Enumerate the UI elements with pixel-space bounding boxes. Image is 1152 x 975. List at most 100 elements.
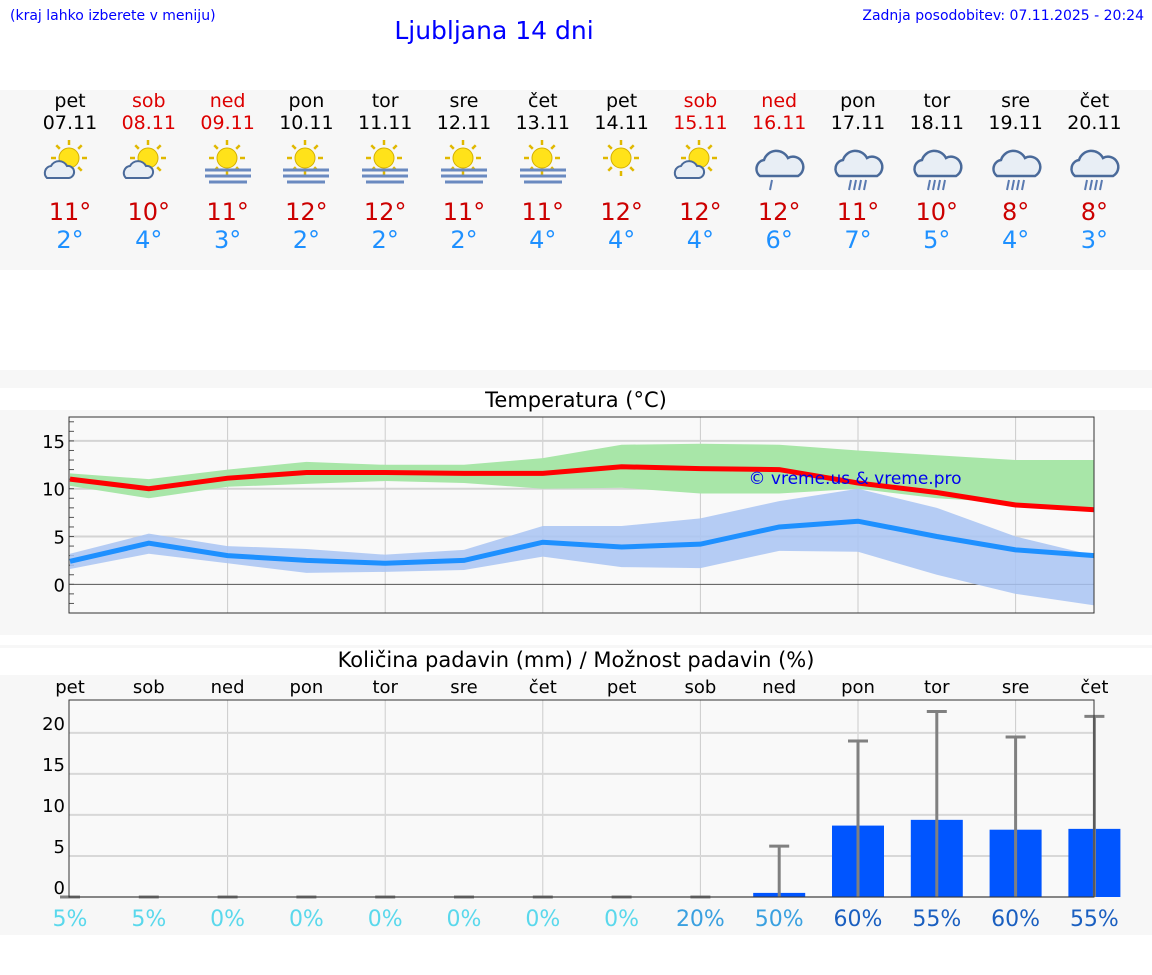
cloud-rain-icon xyxy=(913,149,963,191)
x-tick-label: sre xyxy=(450,677,477,698)
day-column: pet 14.11 12° 4° xyxy=(582,90,662,254)
max-temp: 12° xyxy=(363,198,407,226)
min-temp: 4° xyxy=(607,226,636,254)
day-column: sob 15.11 12° 4° xyxy=(660,90,740,254)
cloud-rain-icon xyxy=(991,149,1042,191)
sun-icon xyxy=(602,140,639,176)
max-temp: 10° xyxy=(915,198,959,226)
plot-border xyxy=(68,416,1095,614)
min-temp: 2° xyxy=(292,226,321,254)
x-tick-label: sre xyxy=(1002,677,1029,698)
day-column: pet 07.11 11° 2° xyxy=(30,90,110,254)
x-tick-label: čet xyxy=(529,677,557,698)
cloud-light-rain-icon xyxy=(755,149,805,191)
precip-probability: 55% xyxy=(912,907,961,932)
day-date: 12.11 xyxy=(436,112,492,134)
day-column: čet 20.11 8° 3° xyxy=(1054,90,1134,254)
precip-probability: 0% xyxy=(604,907,639,932)
max-temp: 11° xyxy=(206,198,249,226)
day-column: čet 13.11 11° 4° xyxy=(503,90,583,254)
sun-fog-icon xyxy=(519,140,566,184)
min-temp: 3° xyxy=(1080,226,1109,254)
min-temp: 4° xyxy=(529,226,557,254)
min-temp: 4° xyxy=(135,226,163,254)
precip-probability: 60% xyxy=(834,907,883,932)
min-temp: 7° xyxy=(844,226,872,254)
day-date: 17.11 xyxy=(830,112,886,134)
precip-probability: 55% xyxy=(1070,907,1119,932)
day-name: sob xyxy=(132,90,166,112)
day-name: čet xyxy=(1079,90,1110,112)
min-temp: 2° xyxy=(371,226,399,254)
max-temp: 11° xyxy=(442,198,486,226)
cloud-rain-icon xyxy=(834,149,884,191)
min-temp: 5° xyxy=(923,226,951,254)
day-date: 08.11 xyxy=(121,112,176,134)
max-temp: 8° xyxy=(1001,198,1030,226)
watermark: © vreme.us & vreme.pro xyxy=(748,469,961,489)
max-temp: 11° xyxy=(521,198,565,226)
precip-probability: 0% xyxy=(447,907,482,932)
day-name: čet xyxy=(528,90,558,112)
day-name: sob xyxy=(683,90,718,112)
day-date: 10.11 xyxy=(279,112,334,134)
max-temp: 11° xyxy=(48,198,92,226)
sun-fog-icon xyxy=(441,140,487,184)
x-tick-label: ned xyxy=(762,677,796,698)
plot-border xyxy=(68,699,1095,898)
day-date: 13.11 xyxy=(515,112,570,134)
sun-cloud-icon xyxy=(43,140,87,179)
x-tick-label: tor xyxy=(924,677,950,698)
x-tick-label: ned xyxy=(211,677,245,698)
y-tick-label: 15 xyxy=(42,755,65,776)
min-temp: 3° xyxy=(213,226,242,254)
max-temp: 11° xyxy=(836,198,880,226)
y-tick-label: 5 xyxy=(54,528,65,549)
day-name: pon xyxy=(288,90,325,112)
y-tick-label: 20 xyxy=(42,714,65,735)
day-name: pet xyxy=(605,90,638,112)
precip-probability: 20% xyxy=(676,907,725,932)
max-temp: 12° xyxy=(757,198,801,226)
day-name: pon xyxy=(840,90,876,112)
x-tick-label: pet xyxy=(55,677,85,698)
last-updated: Zadnja posodobitev: 07.11.2025 - 20:24 xyxy=(862,8,1144,24)
x-tick-label: sob xyxy=(133,677,165,698)
day-name: tor xyxy=(923,90,951,112)
y-tick-label: 10 xyxy=(42,796,65,817)
precip-probability: 5% xyxy=(53,907,88,932)
day-column: tor 11.11 12° 2° xyxy=(345,90,425,254)
y-tick-label: 10 xyxy=(42,480,65,501)
temperature-chart-title: Temperatura (°C) xyxy=(0,388,1152,412)
x-tick-label: pet xyxy=(607,677,637,698)
precip-probability: 5% xyxy=(131,907,166,932)
cloud-rain-icon xyxy=(1070,149,1120,191)
min-temp: 2° xyxy=(450,226,478,254)
max-temp: 12° xyxy=(600,198,643,226)
day-column: pon 17.11 11° 7° xyxy=(818,90,898,254)
day-column: sre 19.11 8° 4° xyxy=(976,90,1056,254)
day-column: sob 08.11 10° 4° xyxy=(109,90,189,254)
precip-probability: 0% xyxy=(525,907,560,932)
day-column: ned 09.11 11° 3° xyxy=(188,90,268,254)
day-date: 18.11 xyxy=(909,112,964,134)
day-column: pon 10.11 12° 2° xyxy=(266,90,346,254)
sun-fog-icon xyxy=(362,140,409,184)
x-tick-label: čet xyxy=(1080,677,1108,698)
daily-forecast: pet 07.11 11° 2° sob 08.11 10° 4° ned 09.1… xyxy=(0,90,1152,270)
day-date: 11.11 xyxy=(357,112,413,134)
day-name: ned xyxy=(209,90,246,112)
x-tick-label: sob xyxy=(684,677,716,698)
day-date: 07.11 xyxy=(42,112,98,134)
day-name: ned xyxy=(761,90,798,112)
precip-probability: 60% xyxy=(991,907,1040,932)
precip-probability: 0% xyxy=(289,907,324,932)
temperature-line xyxy=(69,464,1095,513)
x-tick-label: pon xyxy=(289,677,323,698)
temperature-line xyxy=(69,518,1095,566)
x-tick-label: pon xyxy=(841,677,875,698)
day-date: 15.11 xyxy=(673,112,728,134)
location-hint: (kraj lahko izberete v meniju) xyxy=(10,8,216,24)
sun-cloud-icon xyxy=(674,140,718,179)
